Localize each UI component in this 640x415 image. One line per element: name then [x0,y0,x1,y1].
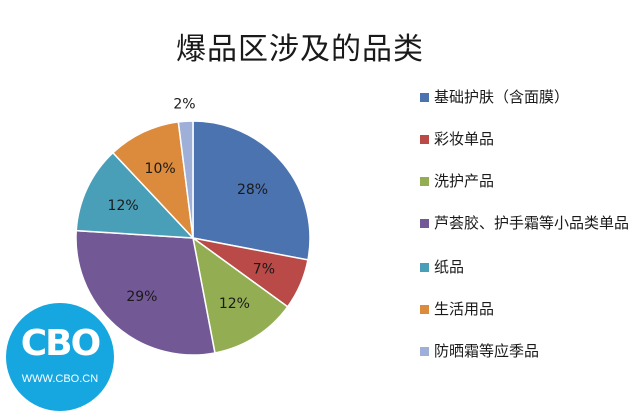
legend-swatch [420,305,429,314]
cbo-logo: CBO WWW.CBO.CN [6,303,114,411]
legend-label: 彩妆单品 [434,130,495,148]
legend-label: 纸品 [434,258,465,276]
slice-label: 12% [219,296,250,312]
legend-label: 防晒霜等应季品 [434,342,540,360]
slice-label: 7% [253,262,275,278]
legend-item: 洗护产品 [420,172,630,191]
logo-url: WWW.CBO.CN [21,373,99,385]
legend-swatch [420,177,429,186]
legend-label: 芦荟胶、护手霜等小品类单品 [434,214,630,232]
slice-label: 29% [126,289,157,305]
legend-item: 生活用品 [420,300,630,319]
legend-swatch [420,263,429,272]
slice-label: 28% [237,182,268,198]
logo-mark: CBO [20,323,101,364]
legend-item: 彩妆单品 [420,130,630,149]
legend-label: 洗护产品 [434,172,495,190]
legend-swatch [420,347,429,356]
legend-item: 芦荟胶、护手霜等小品类单品 [420,214,630,233]
pie-slice [191,236,289,354]
pie-slice [111,121,195,241]
pie-slice [75,151,195,239]
legend-item: 防晒霜等应季品 [420,342,630,361]
legend-item: 纸品 [420,258,630,277]
legend-item: 基础护肤（含面膜） [420,88,630,107]
legend-label: 基础护肤（含面膜） [434,88,570,106]
legend-label: 生活用品 [434,300,495,318]
legend-swatch [420,219,429,228]
slice-label: 2% [173,96,195,112]
slice-label: 10% [145,161,176,177]
slice-label: 12% [108,198,139,214]
legend-swatch [420,135,429,144]
chart-title: 爆品区涉及的品类 [176,32,424,67]
pie-slice [177,120,194,239]
pie-slice [192,120,311,261]
pie-slice [75,229,216,356]
legend-swatch [420,93,429,102]
